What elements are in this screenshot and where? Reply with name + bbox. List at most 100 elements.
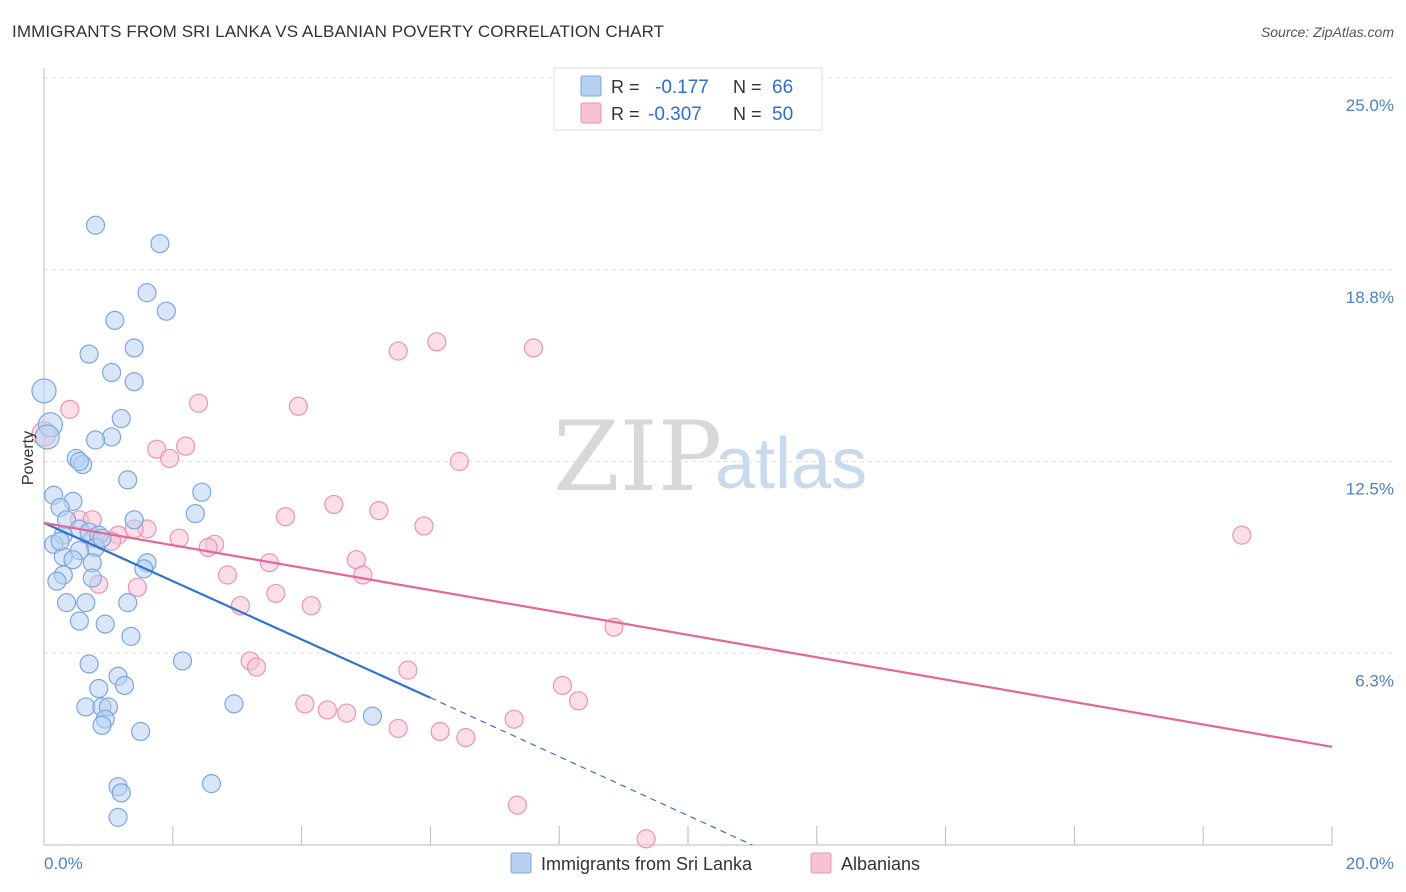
legend-r-value-1: -0.307 <box>648 104 702 125</box>
trend-lines <box>43 521 1333 846</box>
sri-lanka-point <box>124 510 144 530</box>
bottom-legend-label-pink: Albanians <box>841 854 920 874</box>
legend-r-label-1: R = <box>611 104 640 124</box>
sri-lanka-point <box>89 678 109 699</box>
albanians-point <box>301 596 321 616</box>
legend-n-label-0: N = <box>733 77 762 97</box>
source-label: Source: ZipAtlas.com <box>1260 24 1394 40</box>
legend-n-label-1: N = <box>733 104 762 124</box>
y-tick-label: 12.5% <box>1346 480 1394 499</box>
sri-lanka-point <box>131 721 151 742</box>
albanians-point <box>188 393 209 413</box>
albanians-point <box>456 728 476 748</box>
albanians-point <box>449 451 469 472</box>
albanians-point <box>568 691 589 711</box>
sri-lanka-point <box>108 807 128 827</box>
albanians-point <box>369 500 389 521</box>
sri-lanka-point <box>172 651 193 671</box>
albanians-point <box>337 703 357 723</box>
sri-lanka-point <box>95 614 115 634</box>
albanians-point <box>317 700 337 720</box>
albanians-point <box>246 657 267 677</box>
sri-lanka-point <box>137 283 157 303</box>
albanians-point <box>147 439 167 459</box>
sri-lanka-point <box>76 593 96 613</box>
x-tick-label-min: 0.0% <box>44 854 83 873</box>
albanians-point <box>504 709 524 729</box>
sri-lanka-point <box>102 427 122 447</box>
sri-lanka-point <box>79 654 99 674</box>
sri-lanka-points <box>31 215 383 827</box>
albanians-point <box>507 795 527 815</box>
albanians-point <box>275 507 296 527</box>
albanians-point <box>176 436 196 456</box>
legend-r-value-0: -0.177 <box>655 77 709 98</box>
watermark-atlas: atlas <box>715 424 867 504</box>
sri-lanka-point <box>118 593 138 613</box>
bottom-legend-label-blue: Immigrants from Sri Lanka <box>541 854 753 874</box>
sri-lanka-point <box>82 568 102 588</box>
sri-lanka-point <box>224 694 244 714</box>
sri-lanka-point <box>124 338 144 358</box>
sri-lanka-point <box>102 362 122 383</box>
albanians-point <box>398 660 418 680</box>
y-axis-title: Poverty <box>20 431 37 485</box>
albanians-point <box>198 537 218 558</box>
y-tick-label: 25.0% <box>1346 96 1394 115</box>
albanians-point <box>552 675 573 696</box>
albanians-point <box>353 565 373 585</box>
albanians-point <box>1232 525 1252 545</box>
sri-lanka-point <box>50 531 70 551</box>
sri-lanka-point <box>63 550 83 570</box>
albanians-point <box>295 694 315 714</box>
sri-lanka-point <box>185 504 205 524</box>
albanians-point <box>388 718 408 739</box>
sri-lanka-point <box>34 424 60 450</box>
sri-lanka-point <box>192 482 212 502</box>
albanians-point <box>288 396 308 416</box>
y-tick-label: 6.3% <box>1355 671 1394 690</box>
y-tick-labels: 6.3% 12.5% 18.8% 25.0% <box>1346 96 1394 690</box>
sri-lanka-point <box>124 372 144 392</box>
sri-lanka-point <box>111 783 131 803</box>
sri-lanka-point <box>85 430 106 450</box>
sri-lanka-point <box>105 310 125 330</box>
sri-lanka-point <box>150 234 170 254</box>
legend-n-value-1: 50 <box>772 104 793 125</box>
bottom-legend-swatch-pink <box>810 852 832 874</box>
albanians-point <box>159 448 180 469</box>
legend-swatch-pink <box>580 102 602 124</box>
sri-lanka-point <box>69 611 90 631</box>
sri-lanka-point <box>118 470 138 490</box>
x-tick-label-max: 20.0% <box>1346 854 1394 873</box>
albanians-point <box>414 516 434 536</box>
albanians-point <box>324 494 344 515</box>
sri-lanka-point <box>121 626 141 646</box>
sri-lanka-point <box>76 697 96 717</box>
bottom-legend: Immigrants from Sri Lanka Albanians <box>510 852 920 874</box>
sri-lanka-point <box>47 571 67 591</box>
sri-lanka-point <box>92 715 112 735</box>
albanians-point <box>266 583 286 604</box>
albanians-point <box>427 332 447 352</box>
watermark-zip: ZIP <box>553 401 722 513</box>
albanians-point <box>388 341 408 361</box>
albanians-trend-line <box>43 521 1333 748</box>
albanians-point <box>523 338 544 358</box>
sri-lanka-point <box>156 301 176 321</box>
albanians-point <box>127 577 147 597</box>
sri-lanka-point <box>69 451 90 472</box>
watermark: ZIP atlas <box>553 401 867 513</box>
legend-n-value-0: 66 <box>772 77 793 98</box>
x-ticks <box>43 826 1333 845</box>
chart-title: IMMIGRANTS FROM SRI LANKA VS ALBANIAN PO… <box>12 22 665 41</box>
legend-r-label-0: R = <box>611 77 640 97</box>
sri-lanka-point <box>56 593 77 613</box>
sri-lanka-point <box>114 675 135 696</box>
legend-box: R = -0.177 N = 66 R = -0.307 N = 50 <box>553 67 823 131</box>
legend-swatch-blue <box>580 75 602 97</box>
albanians-point <box>217 565 238 585</box>
albanians-point <box>430 721 450 742</box>
albanians-point <box>60 399 80 419</box>
